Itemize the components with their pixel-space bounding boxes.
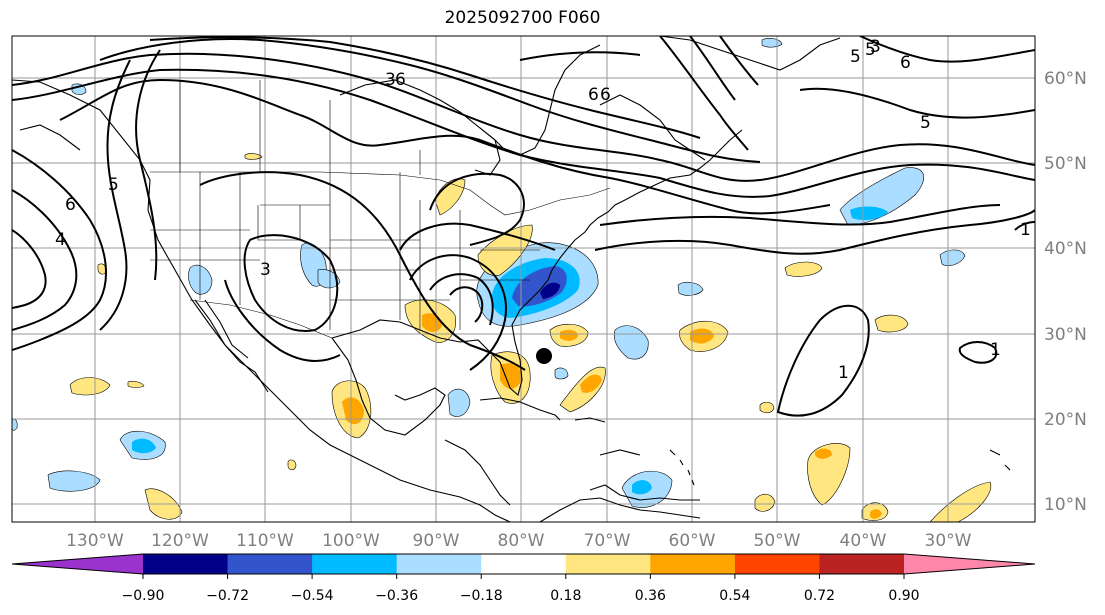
- contour-label: 4: [55, 230, 66, 250]
- contour-label: 3: [870, 37, 881, 57]
- negative-anomaly-atlantic-north-core: [850, 206, 888, 220]
- lat-tick: 10°N: [1044, 495, 1087, 515]
- colorbar-tick-label: −0.18: [460, 588, 503, 604]
- lat-tick: 40°N: [1044, 239, 1087, 259]
- colorbar-tick-label: −0.90: [122, 588, 165, 604]
- contour-label: 6: [588, 85, 599, 105]
- negative-anomaly-caribbean-core: [632, 480, 652, 495]
- contour-label: 5: [850, 47, 861, 67]
- lat-tick: 50°N: [1044, 154, 1087, 174]
- contour-label: 5: [108, 175, 119, 195]
- contour-label: 1: [1020, 220, 1031, 240]
- colorbar-tick-label: 0.36: [635, 588, 666, 604]
- lon-tick: 80°W: [498, 531, 545, 551]
- positive-anomaly-atlantic-5: [807, 443, 851, 506]
- lon-tick: 100°W: [322, 531, 380, 551]
- colorbar-extend-low: [12, 554, 143, 574]
- colorbar-segment: [481, 554, 567, 574]
- political-borders: [150, 80, 611, 339]
- positive-anomaly-small-5: [244, 153, 263, 160]
- contour-label: 6: [65, 195, 76, 215]
- colorbar-segment: [565, 554, 651, 574]
- lon-tick: 40°W: [840, 531, 887, 551]
- height-contours: [12, 36, 1035, 417]
- contour-labels: 3 6 6 5 3 3 5 6 6 4 5 6 1 1 1 5: [55, 37, 1031, 383]
- lat-tick: 60°N: [1044, 69, 1087, 89]
- map-frame: [11, 35, 1036, 523]
- colorbar: −0.90 −0.72 −0.54 −0.36 −0.18 0.18 0.36 0.54 0.7…: [11, 553, 1036, 604]
- lat-tick: 20°N: [1044, 410, 1087, 430]
- colorbar-extend-high: [904, 554, 1035, 574]
- colorbar-tick-label: 0.90: [888, 588, 919, 604]
- colorbar-tick-label: 0.72: [804, 588, 835, 604]
- positive-anomaly-atlantic-4: [784, 261, 823, 277]
- positive-anomaly-mexico-core: [342, 397, 364, 425]
- contour-label: 6: [395, 70, 406, 90]
- colorbar-segment: [396, 554, 482, 574]
- negative-anomaly-east-coast-core3: [540, 282, 560, 299]
- positive-anomaly-atlantic-1-core: [560, 329, 578, 341]
- colorbar-segment: [227, 554, 313, 574]
- contour-label: 1: [838, 363, 849, 383]
- contour-label: 5: [920, 113, 931, 133]
- negative-anomaly-edge: [12, 418, 18, 431]
- positive-anomaly-atlantic-5-core: [815, 448, 832, 459]
- negative-anomaly-east-coast-core2: [512, 266, 567, 307]
- map-title: 2025092700 F060: [444, 8, 601, 28]
- anomaly-shading: [12, 38, 992, 522]
- positive-anomaly-pacific-1: [69, 377, 111, 396]
- contour-label: 6: [900, 53, 911, 73]
- map-plot: 3 6 6 5 3 3 5 6 6 4 5 6 1 1 1 5: [12, 36, 1035, 522]
- negative-anomaly-small-1: [677, 281, 704, 296]
- colorbar-tick-label: −0.36: [375, 588, 418, 604]
- positive-anomaly-atlantic-3: [874, 314, 909, 333]
- contour-label: 5: [865, 40, 876, 60]
- colorbar-segment: [650, 554, 736, 574]
- lon-tick: 110°W: [236, 531, 294, 551]
- negative-anomaly-small-4: [554, 367, 569, 380]
- positive-anomaly-atlantic-8: [754, 493, 776, 512]
- colorbar-segment: [734, 554, 820, 574]
- latitude-ticks: 60°N 50°N 40°N 30°N 20°N 10°N: [1044, 69, 1087, 515]
- negative-anomaly-pacific-core: [132, 438, 156, 454]
- contour-label: 6: [600, 85, 611, 105]
- contour-label: 1: [990, 340, 1001, 360]
- lon-tick: 70°W: [584, 531, 631, 551]
- storm-center-marker: [536, 348, 552, 364]
- positive-anomaly-small-3: [287, 459, 297, 471]
- contour-label: 3: [260, 260, 271, 280]
- lon-tick: 120°W: [151, 531, 209, 551]
- colorbar-tick-label: −0.72: [206, 588, 249, 604]
- positive-anomaly-small-2: [759, 401, 775, 414]
- positive-anomaly-small-1: [127, 380, 145, 388]
- lon-tick: 130°W: [66, 531, 124, 551]
- positive-anomaly-great-lakes: [434, 178, 466, 216]
- positive-anomaly-atlantic-7-core: [870, 509, 882, 519]
- colorbar-tick-label: −0.54: [291, 588, 334, 604]
- colorbar-segment: [143, 554, 229, 574]
- negative-anomaly-gulf: [447, 388, 471, 417]
- lon-tick: 30°W: [925, 531, 972, 551]
- lon-tick: 50°W: [754, 531, 801, 551]
- positive-anomaly-florida-core: [500, 363, 522, 389]
- positive-anomaly-caribbean-core: [580, 374, 602, 393]
- negative-anomaly-small-2: [939, 249, 966, 267]
- lon-tick: 90°W: [413, 531, 460, 551]
- colorbar-tick-label: 0.18: [550, 588, 581, 604]
- positive-anomaly-atlantic-2-core: [690, 328, 714, 344]
- positive-anomaly-atlantic-6: [929, 481, 992, 522]
- colorbar-segment: [819, 554, 905, 574]
- negative-anomaly-pacific-2: [47, 470, 101, 492]
- colorbar-tick-label: 0.54: [719, 588, 750, 604]
- lat-tick: 30°N: [1044, 325, 1087, 345]
- longitude-ticks: 130°W 120°W 110°W 100°W 90°W 80°W 70°W 6…: [66, 531, 972, 551]
- contour-label: 3: [385, 70, 396, 90]
- colorbar-segment: [312, 554, 398, 574]
- lon-tick: 60°W: [669, 531, 716, 551]
